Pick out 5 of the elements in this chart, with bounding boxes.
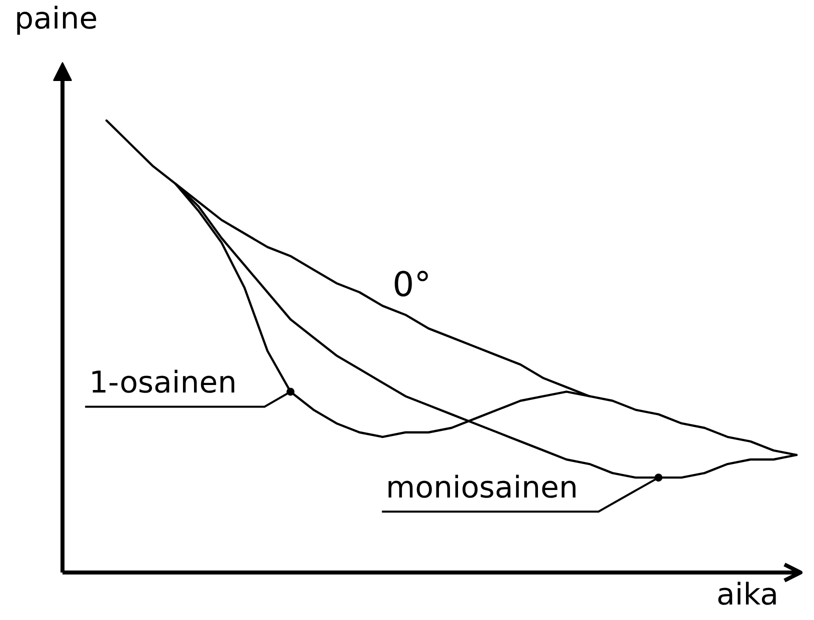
x-axis-title: aika (716, 578, 779, 612)
series-label: moniosainen (386, 470, 578, 506)
series-label: 0° (392, 264, 432, 305)
y-axis-title: paine (14, 2, 98, 36)
series-label: 1-osainen (89, 366, 237, 401)
